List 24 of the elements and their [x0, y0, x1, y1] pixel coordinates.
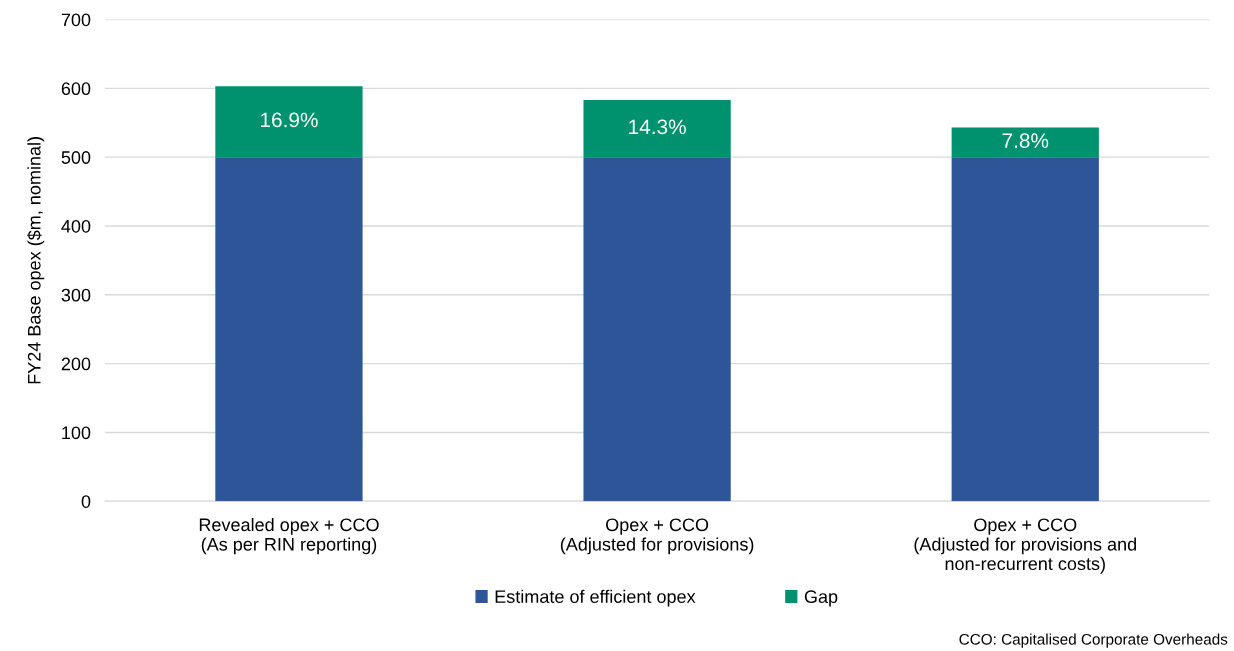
bar: [951, 127, 1099, 158]
y-tick-label: 500: [61, 151, 91, 164]
bar: [215, 157, 363, 502]
y-tick-label: 200: [61, 357, 91, 371]
y-tick-label: 300: [61, 288, 91, 302]
x-tick-label: Revealed opex + CCO (As per RIN reporting): [199, 517, 379, 555]
y-tick-label: 100: [62, 426, 91, 440]
legend-label: Estimate of efficient opex: [495, 589, 696, 607]
legend-label: Gap: [804, 590, 838, 607]
bar: [583, 100, 731, 158]
annotation: 7.8%: [1002, 133, 1049, 148]
y-tick-label: 600: [61, 82, 91, 96]
annotation: 16.9%: [261, 112, 318, 128]
bar: [215, 86, 363, 158]
y-axis-title: FY24 Base opex ($m, nominal): [27, 137, 45, 384]
y-tick-label: 0: [81, 495, 91, 508]
text: CCO: Capitalised Corporate Overheads: [959, 633, 1228, 648]
bar: [583, 157, 731, 502]
bar: [951, 157, 1099, 502]
y-tick-label: 700: [61, 13, 91, 27]
x-tick-label: Opex + CCO (Adjusted for provisions and non-recurrent costs): [914, 518, 1136, 574]
y-tick-label: 400: [61, 219, 91, 233]
x-tick-label: Opex + CCO (Adjusted for provisions): [560, 518, 754, 555]
annotation: 14.3%: [629, 119, 686, 135]
